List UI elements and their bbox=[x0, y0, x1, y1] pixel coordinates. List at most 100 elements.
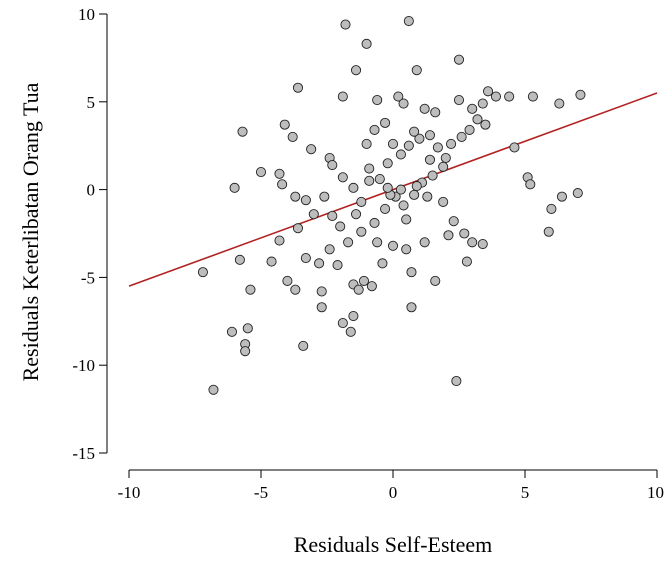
data-point bbox=[356, 196, 367, 207]
x-axis-title: Residuals Self-Esteem bbox=[294, 532, 493, 557]
data-point bbox=[319, 191, 330, 202]
data-point bbox=[255, 166, 267, 178]
data-point bbox=[411, 65, 422, 76]
data-point bbox=[300, 195, 311, 206]
data-point bbox=[456, 131, 467, 142]
data-point bbox=[504, 91, 515, 102]
data-point bbox=[409, 126, 420, 137]
data-point bbox=[461, 256, 472, 267]
data-point bbox=[401, 244, 412, 255]
data-point bbox=[274, 168, 285, 179]
data-point bbox=[372, 94, 383, 106]
data-point bbox=[374, 174, 385, 185]
data-point bbox=[446, 138, 457, 149]
data-point bbox=[543, 226, 554, 237]
data-point bbox=[572, 188, 583, 199]
data-point bbox=[327, 210, 338, 221]
data-point bbox=[369, 217, 380, 229]
data-point bbox=[316, 286, 327, 297]
data-point bbox=[197, 267, 208, 278]
data-point bbox=[358, 275, 370, 286]
data-point bbox=[348, 182, 359, 193]
data-point bbox=[419, 103, 430, 114]
data-point bbox=[380, 203, 391, 214]
data-point bbox=[332, 260, 343, 271]
data-point bbox=[556, 191, 568, 202]
data-point bbox=[369, 124, 380, 135]
data-point bbox=[337, 318, 348, 329]
data-point bbox=[361, 138, 372, 149]
data-point bbox=[451, 375, 462, 387]
data-point bbox=[482, 86, 494, 97]
data-point bbox=[364, 163, 375, 174]
data-point bbox=[308, 209, 319, 220]
data-point bbox=[292, 223, 304, 234]
data-point bbox=[337, 91, 348, 102]
data-point bbox=[472, 114, 483, 125]
y-tick-label: 10 bbox=[78, 5, 95, 24]
data-point bbox=[411, 181, 422, 192]
data-point bbox=[380, 117, 391, 128]
data-point bbox=[237, 126, 248, 137]
data-point bbox=[401, 214, 412, 225]
data-point bbox=[382, 158, 393, 169]
data-point bbox=[477, 98, 488, 109]
data-point bbox=[356, 226, 367, 237]
data-point bbox=[387, 138, 399, 149]
data-point bbox=[335, 221, 346, 232]
data-point bbox=[340, 19, 351, 30]
data-point bbox=[393, 91, 404, 102]
data-point bbox=[350, 65, 362, 76]
data-point bbox=[306, 144, 317, 155]
data-point bbox=[467, 237, 478, 248]
x-tick-label: 10 bbox=[647, 483, 664, 502]
data-point bbox=[398, 200, 409, 211]
y-tick-label: -5 bbox=[81, 268, 95, 287]
data-point bbox=[430, 275, 441, 286]
data-point bbox=[554, 98, 565, 109]
data-point bbox=[453, 94, 465, 106]
data-point bbox=[387, 240, 399, 251]
data-point bbox=[409, 189, 420, 200]
data-point bbox=[382, 182, 393, 193]
y-tick-label: 5 bbox=[87, 93, 96, 112]
data-point bbox=[377, 258, 388, 269]
data-point bbox=[438, 196, 449, 207]
data-point bbox=[290, 191, 301, 202]
data-point bbox=[480, 119, 491, 130]
data-point bbox=[314, 258, 325, 269]
data-point bbox=[337, 172, 348, 183]
data-point bbox=[229, 182, 240, 193]
points-group bbox=[197, 15, 586, 395]
data-point bbox=[440, 152, 451, 164]
data-point bbox=[327, 159, 338, 171]
x-tick-label: -10 bbox=[118, 483, 141, 502]
data-point bbox=[287, 131, 298, 142]
data-point bbox=[348, 310, 359, 322]
data-point bbox=[467, 103, 478, 114]
data-point bbox=[366, 281, 377, 292]
x-tick-label: 0 bbox=[389, 483, 398, 502]
data-point bbox=[361, 38, 372, 49]
data-point bbox=[364, 175, 375, 186]
y-tick-label: -10 bbox=[72, 356, 95, 375]
data-point bbox=[226, 326, 238, 337]
data-point bbox=[403, 15, 414, 27]
data-point bbox=[245, 284, 256, 295]
data-point bbox=[343, 237, 354, 248]
data-point bbox=[490, 91, 502, 102]
y-tick-label: 0 bbox=[87, 181, 96, 200]
data-point bbox=[266, 256, 277, 267]
data-point bbox=[350, 209, 362, 220]
data-point bbox=[424, 130, 436, 141]
data-point bbox=[406, 267, 417, 278]
data-point bbox=[422, 191, 433, 202]
data-point bbox=[464, 124, 475, 135]
data-point bbox=[395, 184, 406, 195]
data-point bbox=[403, 140, 414, 151]
data-point bbox=[290, 284, 301, 295]
data-point bbox=[438, 161, 449, 172]
data-point bbox=[353, 284, 364, 295]
x-tick-label: 5 bbox=[521, 483, 530, 502]
